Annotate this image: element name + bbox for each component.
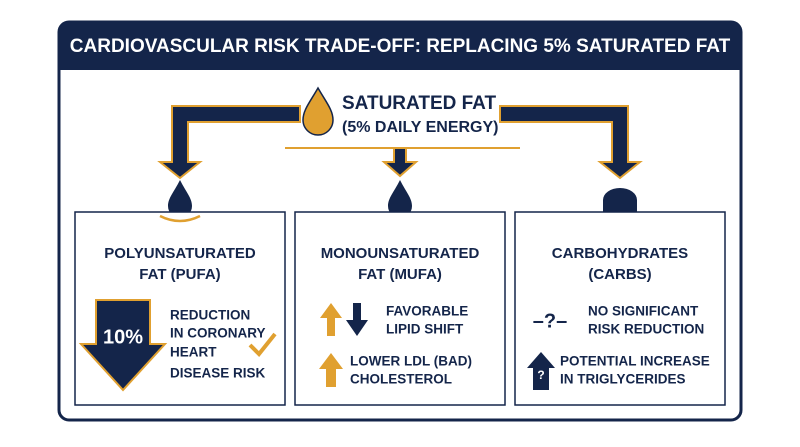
box-heading: CARBOHYDRATES bbox=[552, 245, 688, 262]
title: CARDIOVASCULAR RISK TRADE-OFF: REPLACING… bbox=[70, 36, 731, 57]
item-text: FAVORABLE bbox=[386, 304, 468, 319]
arrow bbox=[499, 105, 643, 180]
droplet-icon bbox=[388, 180, 412, 218]
check-icon bbox=[248, 332, 277, 357]
droplet-icon bbox=[302, 86, 334, 136]
down-arrow-icon bbox=[78, 299, 168, 392]
box-heading: MONOUNSATURATED bbox=[321, 245, 480, 262]
item-text: IN CORONARY bbox=[170, 326, 266, 341]
arrow-badge: ? bbox=[537, 368, 544, 382]
up-arrow-icon bbox=[320, 303, 342, 336]
item-text: DISEASE RISK bbox=[170, 366, 266, 381]
item-text: HEART bbox=[170, 345, 217, 360]
question-icon: –?– bbox=[533, 310, 567, 332]
arrow bbox=[381, 147, 419, 178]
item-text: POTENTIAL INCREASE bbox=[560, 354, 710, 369]
source-sublabel: (5% DAILY ENERGY) bbox=[342, 119, 498, 136]
box-heading: POLYUNSATURATED bbox=[104, 245, 256, 262]
item-text: LIPID SHIFT bbox=[386, 322, 464, 337]
item-text: REDUCTION bbox=[170, 308, 250, 323]
stat-badge: 10% bbox=[103, 326, 143, 348]
item-text: NO SIGNIFICANT bbox=[588, 304, 699, 319]
box-heading: FAT (MUFA) bbox=[358, 266, 442, 283]
item-text: IN TRIGLYCERIDES bbox=[560, 372, 686, 387]
arrow bbox=[157, 105, 301, 180]
item-text: LOWER LDL (BAD) bbox=[350, 354, 472, 369]
down-arrow-icon bbox=[346, 303, 368, 336]
box bbox=[514, 211, 726, 406]
item-text: CHOLESTEROL bbox=[350, 372, 452, 387]
source-label: SATURATED FAT bbox=[342, 93, 496, 114]
droplet-icon bbox=[168, 180, 192, 218]
box-heading: FAT (PUFA) bbox=[139, 266, 220, 283]
box-heading: (CARBS) bbox=[588, 266, 651, 283]
up-arrow-icon bbox=[319, 353, 343, 387]
item-text: RISK REDUCTION bbox=[588, 322, 704, 337]
ripple-icon bbox=[159, 214, 201, 223]
title-bar bbox=[59, 22, 741, 70]
up-arrow-icon bbox=[527, 352, 555, 390]
